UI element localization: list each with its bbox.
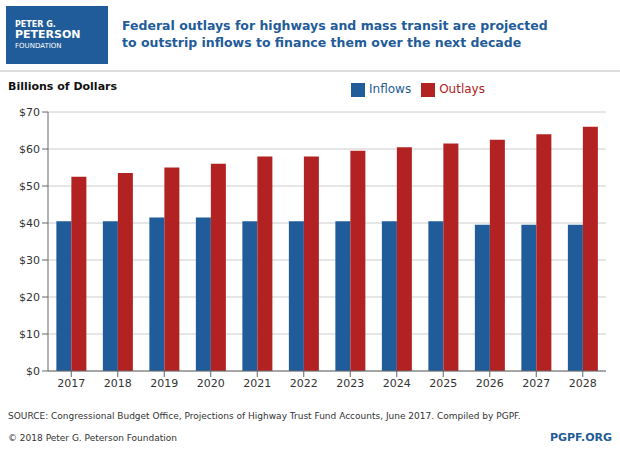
svg-text:$40: $40 <box>19 217 40 230</box>
svg-text:2027: 2027 <box>522 377 550 390</box>
svg-text:2024: 2024 <box>383 377 411 390</box>
html-text:PETER G.: PETER G. <box>15 20 56 30</box>
svg-text:$50: $50 <box>19 180 40 193</box>
svg-text:$20: $20 <box>19 291 40 304</box>
svg-text:2019: 2019 <box>150 377 178 390</box>
html-text:to outstrip inflows to finance: to outstrip inflows to finance them over… <box>122 35 522 50</box>
html-text:PGPF.ORG: PGPF.ORG <box>549 431 612 444</box>
html-text:PETERSON: PETERSON <box>15 28 81 42</box>
svg-text:$10: $10 <box>19 328 40 341</box>
html-text:Billions of Dollars: Billions of Dollars <box>8 80 117 93</box>
html-text:Federal outlays for highways a: Federal outlays for highways and mass tr… <box>122 18 548 34</box>
svg-text:2026: 2026 <box>476 377 504 390</box>
svg-text:2023: 2023 <box>336 377 364 390</box>
svg-text:2028: 2028 <box>569 377 597 390</box>
html-text:FOUNDATION: FOUNDATION <box>15 41 62 50</box>
html-text:SOURCE: Congressional Budget O: SOURCE: Congressional Budget Office, Pro… <box>8 411 521 421</box>
svg-text:$30: $30 <box>19 254 40 267</box>
svg-text:2017: 2017 <box>57 377 85 390</box>
svg-text:2022: 2022 <box>290 377 318 390</box>
html-text:Inflows: Inflows <box>369 82 412 96</box>
svg-text:$0: $0 <box>26 365 40 378</box>
svg-text:2020: 2020 <box>197 377 225 390</box>
html-text:© 2018 Peter G. Peterson Found: © 2018 Peter G. Peterson Foundation <box>8 433 177 443</box>
svg-text:2018: 2018 <box>104 377 132 390</box>
svg-text:2021: 2021 <box>243 377 271 390</box>
svg-text:$60: $60 <box>19 143 40 156</box>
html-text:Outlays: Outlays <box>439 82 485 96</box>
svg-text:2025: 2025 <box>429 377 457 390</box>
svg-text:$70: $70 <box>19 106 40 119</box>
